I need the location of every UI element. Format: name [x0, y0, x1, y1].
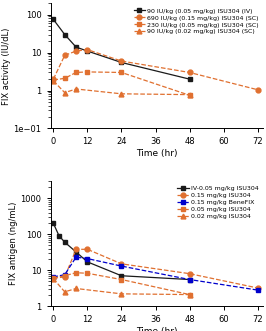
690 IU/kg (0.15 mg/kg) ISU304 (SC)	[74, 49, 78, 53]
IV-0.05 mg/kg ISU304	[57, 234, 61, 238]
0.05 mg/kg ISU304	[63, 274, 66, 278]
0.15 mg/kg ISU304	[52, 276, 55, 280]
Line: 90 IU/kg (0.05 mg/kg) ISU304 (IV): 90 IU/kg (0.05 mg/kg) ISU304 (IV)	[51, 17, 192, 81]
0.15 mg/kg BeneFIX	[63, 273, 66, 277]
90 IU/kg (0.05 mg/kg) ISU304 (IV)	[188, 77, 191, 81]
0.02 mg/kg ISU304	[74, 287, 78, 291]
230 IU/kg (0.05 mg/kg) ISU304 (SC)	[120, 71, 123, 74]
690 IU/kg (0.15 mg/kg) ISU304 (SC)	[52, 77, 55, 81]
0.05 mg/kg ISU304	[188, 293, 191, 297]
0.15 mg/kg BeneFIX	[188, 277, 191, 281]
X-axis label: Time (hr): Time (hr)	[136, 149, 178, 158]
Legend: 90 IU/kg (0.05 mg/kg) ISU304 (IV), 690 IU/kg (0.15 mg/kg) ISU304 (SC), 230 IU/kg: 90 IU/kg (0.05 mg/kg) ISU304 (IV), 690 I…	[132, 6, 260, 36]
0.05 mg/kg ISU304	[120, 277, 123, 281]
0.15 mg/kg ISU304	[74, 247, 78, 251]
0.15 mg/kg BeneFIX	[74, 255, 78, 259]
90 IU/kg (0.02 mg/kg) ISU304 (SC)	[63, 91, 66, 95]
230 IU/kg (0.05 mg/kg) ISU304 (SC)	[74, 71, 78, 74]
230 IU/kg (0.05 mg/kg) ISU304 (SC)	[86, 70, 89, 74]
90 IU/kg (0.02 mg/kg) ISU304 (SC)	[52, 79, 55, 83]
0.05 mg/kg ISU304	[74, 271, 78, 275]
X-axis label: Time (hr): Time (hr)	[136, 327, 178, 331]
690 IU/kg (0.15 mg/kg) ISU304 (SC)	[188, 71, 191, 74]
Legend: IV-0.05 mg/kg ISU304, 0.15 mg/kg ISU304, 0.15 mg/kg BeneFIX, 0.05 mg/kg ISU304, : IV-0.05 mg/kg ISU304, 0.15 mg/kg ISU304,…	[176, 184, 260, 221]
Line: 690 IU/kg (0.15 mg/kg) ISU304 (SC): 690 IU/kg (0.15 mg/kg) ISU304 (SC)	[51, 47, 260, 92]
0.05 mg/kg ISU304	[86, 271, 89, 275]
90 IU/kg (0.02 mg/kg) ISU304 (SC)	[74, 87, 78, 91]
0.15 mg/kg ISU304	[188, 272, 191, 276]
90 IU/kg (0.05 mg/kg) ISU304 (IV)	[63, 32, 66, 36]
230 IU/kg (0.05 mg/kg) ISU304 (SC)	[63, 76, 66, 80]
690 IU/kg (0.15 mg/kg) ISU304 (SC)	[120, 59, 123, 63]
0.15 mg/kg ISU304	[256, 286, 259, 290]
Y-axis label: FIX activity (IU/dL): FIX activity (IU/dL)	[2, 27, 11, 105]
IV-0.05 mg/kg ISU304	[52, 221, 55, 225]
690 IU/kg (0.15 mg/kg) ISU304 (SC)	[256, 88, 259, 92]
0.15 mg/kg BeneFIX	[256, 288, 259, 292]
0.05 mg/kg ISU304	[52, 276, 55, 280]
0.15 mg/kg BeneFIX	[120, 264, 123, 268]
230 IU/kg (0.05 mg/kg) ISU304 (SC)	[188, 93, 191, 97]
Line: IV-0.05 mg/kg ISU304: IV-0.05 mg/kg ISU304	[51, 221, 192, 282]
690 IU/kg (0.15 mg/kg) ISU304 (SC)	[63, 53, 66, 57]
IV-0.05 mg/kg ISU304	[188, 277, 191, 281]
90 IU/kg (0.02 mg/kg) ISU304 (SC)	[120, 92, 123, 96]
Line: 230 IU/kg (0.05 mg/kg) ISU304 (SC): 230 IU/kg (0.05 mg/kg) ISU304 (SC)	[51, 70, 192, 98]
90 IU/kg (0.05 mg/kg) ISU304 (IV)	[86, 49, 89, 53]
0.02 mg/kg ISU304	[63, 290, 66, 294]
0.15 mg/kg ISU304	[86, 247, 89, 251]
0.02 mg/kg ISU304	[188, 293, 191, 297]
0.02 mg/kg ISU304	[120, 292, 123, 296]
Line: 0.15 mg/kg BeneFIX: 0.15 mg/kg BeneFIX	[51, 255, 260, 293]
0.15 mg/kg ISU304	[63, 275, 66, 279]
690 IU/kg (0.15 mg/kg) ISU304 (SC)	[86, 48, 89, 52]
IV-0.05 mg/kg ISU304	[120, 274, 123, 278]
Y-axis label: FIX antigen (ng/mL): FIX antigen (ng/mL)	[9, 202, 18, 285]
0.15 mg/kg BeneFIX	[52, 275, 55, 279]
Line: 0.05 mg/kg ISU304: 0.05 mg/kg ISU304	[51, 270, 192, 297]
0.15 mg/kg ISU304	[120, 262, 123, 266]
IV-0.05 mg/kg ISU304	[63, 240, 66, 244]
90 IU/kg (0.05 mg/kg) ISU304 (IV)	[74, 45, 78, 49]
0.02 mg/kg ISU304	[52, 277, 55, 281]
Line: 90 IU/kg (0.02 mg/kg) ISU304 (SC): 90 IU/kg (0.02 mg/kg) ISU304 (SC)	[51, 78, 192, 97]
90 IU/kg (0.05 mg/kg) ISU304 (IV)	[52, 18, 55, 22]
IV-0.05 mg/kg ISU304	[74, 250, 78, 254]
90 IU/kg (0.02 mg/kg) ISU304 (SC)	[188, 93, 191, 97]
Line: 0.15 mg/kg ISU304: 0.15 mg/kg ISU304	[51, 247, 260, 290]
0.15 mg/kg BeneFIX	[86, 257, 89, 260]
230 IU/kg (0.05 mg/kg) ISU304 (SC)	[52, 78, 55, 82]
Line: 0.02 mg/kg ISU304: 0.02 mg/kg ISU304	[51, 276, 192, 297]
90 IU/kg (0.05 mg/kg) ISU304 (IV)	[120, 61, 123, 65]
IV-0.05 mg/kg ISU304	[86, 260, 89, 264]
